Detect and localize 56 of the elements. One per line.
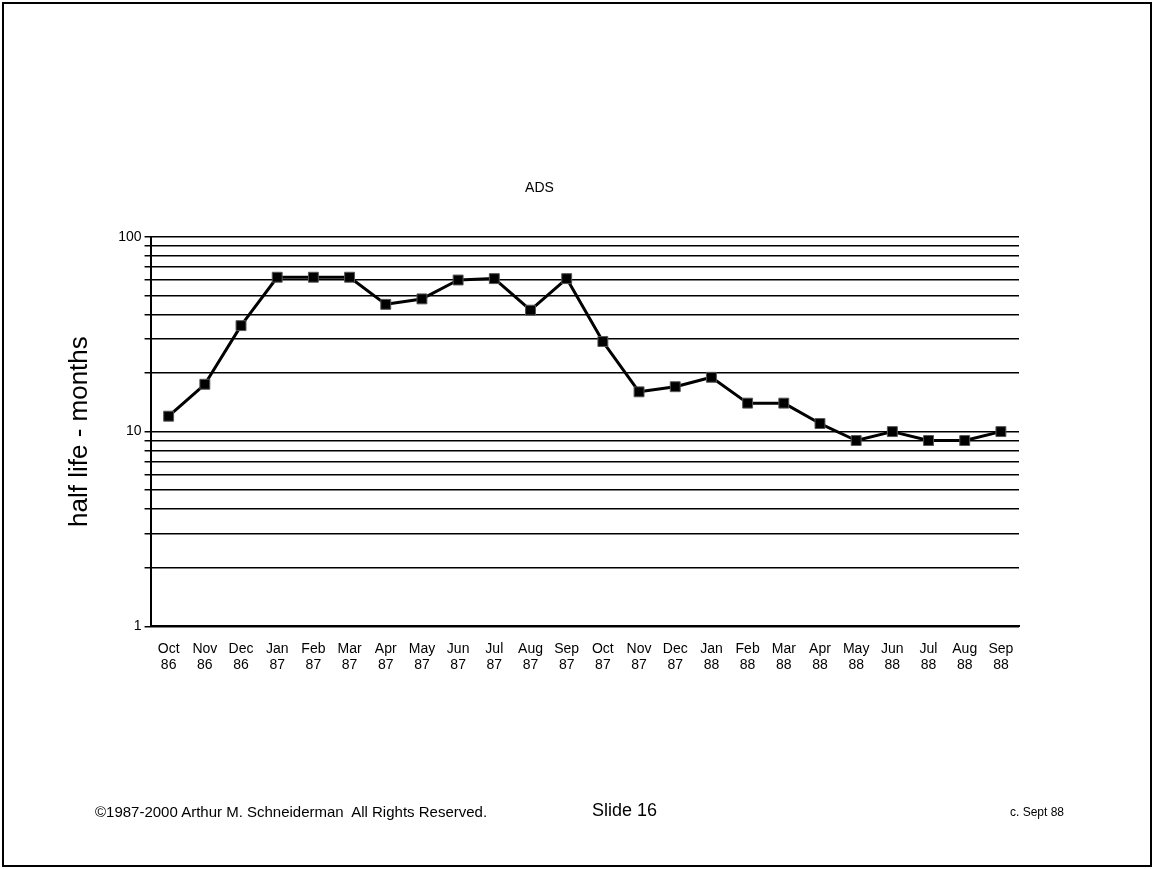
x-tick-label: Jan 87: [265, 639, 289, 673]
point: [344, 271, 356, 283]
text: ©1987-2000 Arthur M. Schneiderman All Rights Reserved.: [95, 803, 488, 820]
point: [380, 298, 392, 310]
x-tick-label: Mar 88: [771, 639, 797, 673]
chart-title: ADS: [525, 179, 554, 196]
x-tick-label: May 87: [408, 639, 436, 673]
point: [561, 273, 573, 285]
y-tick-label: 100: [118, 227, 142, 244]
point: [488, 273, 500, 285]
text: c. Sept 88: [1010, 805, 1065, 819]
x-tick-label: Mar 87: [337, 639, 362, 673]
y-tick-label: 10: [125, 422, 142, 439]
x-tick-label: Aug 88: [952, 639, 978, 673]
point: [633, 386, 645, 398]
x-tick-label: Sep 88: [988, 639, 1014, 673]
x-tick-label: Jan 88: [700, 639, 723, 673]
x-tick-label: May 88: [842, 639, 870, 673]
point: [597, 336, 609, 347]
x-tick-label: Sep 87: [554, 639, 580, 673]
point: [271, 271, 283, 283]
x-tick-label: Aug 87: [518, 639, 543, 673]
point: [778, 397, 790, 409]
x-tick-label: Nov 86: [192, 639, 218, 673]
x-tick-label: Jul 87: [485, 639, 504, 673]
x-tick-label: Apr 87: [374, 639, 397, 673]
x-tick-label: Feb 87: [301, 639, 326, 673]
point: [669, 381, 681, 393]
point: [235, 320, 247, 332]
x-tick-label: Jun 87: [446, 639, 470, 673]
point: [742, 397, 754, 409]
x-tick-label: Nov 87: [626, 639, 652, 673]
point: [525, 304, 536, 316]
x-tick-label: Jul 88: [919, 639, 938, 673]
x-tick-label: Apr 88: [809, 639, 832, 673]
point: [705, 371, 717, 383]
point: [163, 410, 175, 422]
point: [199, 378, 211, 390]
point: [307, 271, 319, 283]
point: [959, 435, 971, 446]
x-tick-label: Dec 86: [228, 639, 254, 673]
x-tick-label: Oct 87: [591, 639, 614, 673]
x-tick-label: Feb 88: [735, 639, 760, 673]
text: Slide 16: [592, 800, 658, 821]
point: [995, 426, 1007, 438]
point: [416, 293, 428, 305]
point: [850, 435, 862, 446]
point: [814, 418, 826, 429]
x-tick-label: Jun 88: [881, 639, 904, 673]
x-tick-label: Dec 87: [662, 639, 688, 673]
x-tick-label: Oct 86: [157, 639, 180, 673]
y-axis-title: half life - months: [62, 336, 93, 527]
y-tick-label: 1: [133, 617, 142, 634]
point: [886, 426, 898, 438]
point: [923, 435, 934, 446]
point: [452, 274, 464, 286]
